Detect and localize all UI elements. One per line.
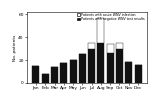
Bar bbox=[32, 66, 39, 83]
Bar bbox=[107, 44, 114, 53]
Y-axis label: No. patients: No. patients bbox=[13, 34, 17, 61]
Bar bbox=[125, 62, 132, 83]
Bar bbox=[135, 65, 142, 83]
Bar bbox=[116, 49, 123, 83]
Bar bbox=[42, 74, 49, 83]
Bar bbox=[107, 53, 114, 83]
Bar bbox=[98, 43, 104, 83]
Bar bbox=[88, 49, 95, 83]
Bar bbox=[60, 63, 67, 83]
Bar bbox=[88, 43, 95, 49]
Bar bbox=[79, 54, 86, 83]
Bar bbox=[70, 60, 76, 83]
Bar bbox=[98, 18, 104, 43]
Bar bbox=[51, 67, 58, 83]
Bar bbox=[116, 43, 123, 49]
Legend: Patients with acute WNV infection, Patients with negative WNV test results: Patients with acute WNV infection, Patie… bbox=[76, 12, 145, 22]
